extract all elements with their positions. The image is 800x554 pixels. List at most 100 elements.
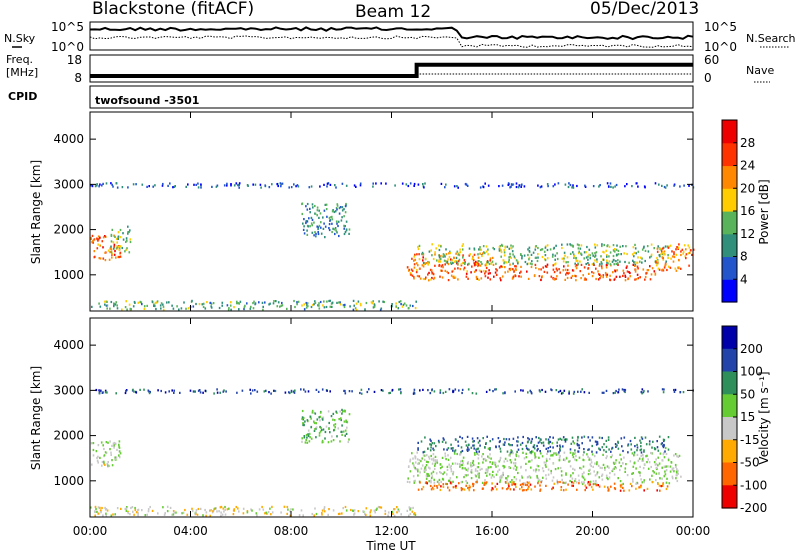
power-cell: [498, 266, 501, 269]
power-cell: [153, 303, 155, 306]
power-cell: [332, 209, 334, 212]
power-cell: [567, 261, 569, 264]
power-cell: [403, 302, 406, 305]
velocity-cell: [560, 474, 563, 477]
velocity-cell: [271, 511, 274, 514]
power-cell: [343, 224, 345, 227]
power-cell: [252, 307, 255, 310]
power-cell: [111, 183, 113, 186]
power-cell: [646, 269, 649, 272]
velocity-cell: [590, 464, 592, 468]
power-cell: [127, 231, 129, 234]
velocity-cell: [625, 463, 627, 466]
power-cell: [355, 308, 358, 311]
power-cell: [215, 185, 218, 188]
velocity-cell: [168, 390, 170, 393]
velocity-colorbar-tick-label: -50: [740, 456, 760, 470]
velocity-cell: [591, 450, 593, 453]
velocity-cell: [491, 462, 494, 465]
power-cell: [303, 303, 305, 306]
power-cell: [563, 257, 565, 260]
power-cell: [606, 261, 608, 264]
velocity-cell: [186, 513, 189, 516]
velocity-cell: [567, 483, 569, 486]
power-cell: [204, 307, 207, 310]
power-cell: [277, 301, 280, 304]
velocity-cell: [301, 417, 303, 420]
power-cell: [451, 259, 453, 262]
velocity-cell: [485, 459, 487, 462]
velocity-cell: [660, 443, 663, 446]
velocity-cell: [430, 472, 433, 475]
power-cell: [489, 278, 492, 281]
power-cell: [512, 275, 515, 278]
velocity-cell: [432, 447, 434, 450]
power-cell: [493, 275, 495, 278]
power-cell: [541, 255, 544, 259]
power-cell: [200, 186, 202, 189]
velocity-cell: [561, 478, 563, 481]
power-cell: [475, 269, 477, 272]
velocity-cell: [114, 458, 116, 461]
velocity-cell: [475, 450, 478, 453]
velocity-cell: [573, 442, 576, 445]
velocity-cell: [541, 455, 544, 458]
power-cell: [675, 253, 678, 256]
power-cell: [467, 263, 469, 266]
power-cell: [496, 269, 498, 272]
power-cell: [658, 268, 661, 271]
power-cell: [500, 249, 502, 252]
power-cell: [660, 253, 662, 256]
power-cell: [128, 303, 131, 306]
power-cell: [317, 231, 319, 234]
velocity-cell: [493, 475, 495, 479]
velocity-cell: [135, 391, 138, 394]
velocity-cell: [539, 479, 541, 482]
velocity-cell: [663, 456, 666, 459]
velocity-cell: [448, 463, 450, 466]
power-cell: [597, 278, 600, 281]
velocity-cell: [193, 390, 196, 393]
power-cell: [585, 278, 587, 281]
velocity-cell: [265, 511, 267, 514]
velocity-cell: [569, 451, 572, 454]
velocity-cell: [486, 469, 489, 473]
velocity-cell: [630, 443, 632, 446]
velocity-cell: [513, 482, 515, 485]
velocity-cell: [640, 445, 642, 448]
velocity-cell: [531, 459, 533, 462]
velocity-cell: [304, 441, 307, 444]
velocity-cell: [603, 443, 605, 446]
velocity-cell: [582, 459, 585, 462]
velocity-cell: [343, 389, 345, 392]
power-cell: [279, 305, 281, 308]
velocity-cell: [589, 480, 592, 483]
velocity-cell: [310, 437, 313, 440]
velocity-cell: [92, 448, 95, 452]
velocity-cell: [530, 392, 533, 395]
velocity-cell: [430, 454, 432, 458]
velocity-cell: [614, 443, 617, 446]
velocity-cell: [525, 489, 528, 492]
power-cell: [479, 246, 481, 249]
velocity-cell: [601, 446, 604, 449]
velocity-cell: [571, 453, 574, 456]
power-cell: [456, 250, 459, 253]
velocity-cell: [477, 466, 480, 469]
velocity-cell: [309, 415, 312, 418]
velocity-cell: [468, 487, 470, 490]
power-cell: [647, 250, 650, 253]
velocity-cell: [109, 440, 111, 443]
power-cell: [619, 245, 621, 248]
velocity-cell: [319, 411, 322, 414]
power-cell: [238, 308, 240, 311]
velocity-cell: [496, 482, 499, 485]
velocity-cell: [617, 447, 620, 450]
power-cell: [602, 258, 605, 261]
velocity-cell: [639, 474, 641, 477]
velocity-cell: [345, 509, 348, 512]
velocity-cell: [414, 455, 416, 458]
cpid-label: CPID: [8, 90, 37, 103]
power-cell: [487, 261, 489, 264]
